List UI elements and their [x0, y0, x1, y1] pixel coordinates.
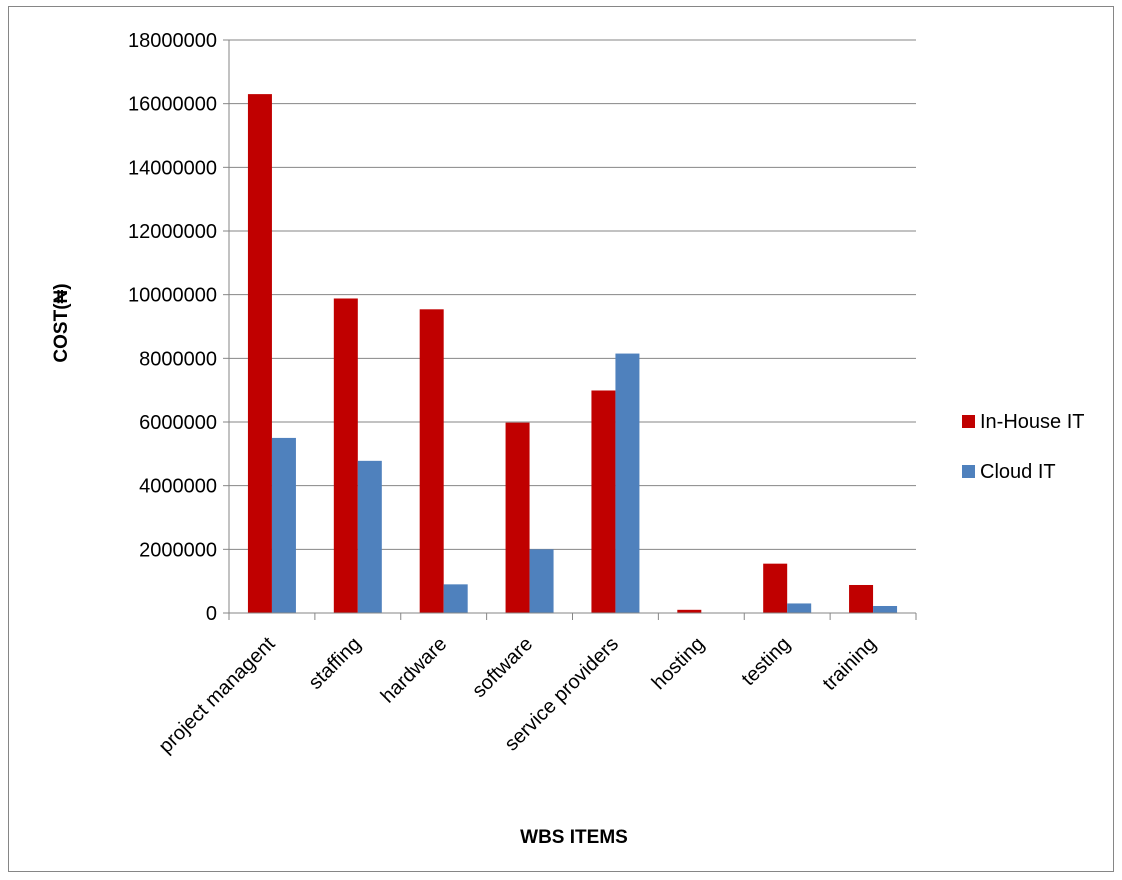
y-tick-label: 14000000	[128, 157, 217, 179]
x-tick-label: training	[819, 633, 881, 695]
bar-cloud	[529, 549, 554, 613]
bar-cloud	[873, 605, 898, 613]
y-tick-label: 0	[206, 603, 217, 625]
bar-in-house	[333, 298, 358, 613]
legend-swatch	[962, 415, 975, 428]
y-tick-labels: 0 2000000 4000000 6000000 8000000 10000000 120…	[128, 30, 217, 625]
x-tick-label: software	[468, 633, 537, 702]
y-tick-label: 16000000	[128, 94, 217, 116]
bar-in-house	[505, 422, 530, 613]
x-tick-label: project managent	[155, 633, 280, 758]
x-tick-labels: project managent staffing hardware software…	[155, 633, 881, 758]
x-tick-label: staffing	[304, 633, 365, 694]
gridlines	[223, 39, 917, 620]
y-tick-label: 12000000	[128, 221, 217, 243]
legend-label: In-House IT	[980, 411, 1084, 433]
bar-in-house	[849, 584, 874, 613]
y-tick-label: 6000000	[139, 412, 217, 434]
y-axis-title: COST(₦)	[51, 283, 72, 362]
bar-in-house	[591, 390, 616, 613]
legend-swatch	[962, 465, 975, 478]
legend-label: Cloud IT	[980, 461, 1056, 483]
bar-in-house	[247, 94, 272, 613]
bar-in-house	[677, 609, 702, 613]
bar-cloud	[271, 437, 296, 613]
bar-cloud	[443, 584, 468, 613]
bar-in-house	[419, 309, 444, 613]
bar-cloud	[357, 460, 382, 613]
y-tick-label: 10000000	[128, 285, 217, 307]
bar-cloud	[787, 603, 812, 613]
x-axis-title: WBS ITEMS	[520, 827, 628, 848]
axes	[228, 40, 916, 614]
legend: In-House IT Cloud IT	[962, 411, 1084, 483]
x-tick-label: hosting	[648, 633, 709, 694]
x-tick-label: testing	[737, 633, 794, 690]
y-tick-label: 8000000	[139, 348, 217, 370]
bar-cloud	[615, 353, 640, 613]
x-tick-label: hardware	[377, 633, 452, 708]
bars	[247, 94, 898, 613]
bar-in-house	[763, 563, 788, 613]
y-tick-label: 4000000	[139, 476, 217, 498]
y-tick-label: 2000000	[139, 539, 217, 561]
chart-frame	[8, 6, 1114, 872]
y-tick-label: 18000000	[128, 30, 217, 52]
